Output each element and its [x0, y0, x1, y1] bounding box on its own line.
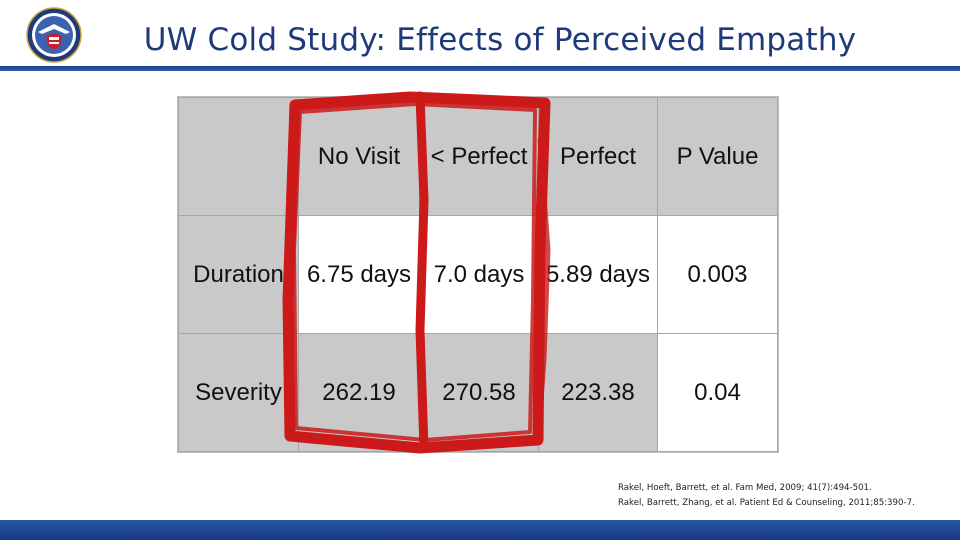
footer-bar: [0, 520, 960, 540]
table-cell: 0.003: [657, 215, 778, 334]
reference-line: Rakel, Hoeft, Barrett, et al. Fam Med, 2…: [618, 483, 872, 493]
department-seal-icon: [26, 7, 82, 63]
table-cell: 270.58: [419, 333, 539, 452]
table-header-cell: < Perfect: [419, 97, 539, 216]
table-header-cell: P Value: [657, 97, 778, 216]
row-label: Duration: [178, 215, 299, 334]
reference-line: Rakel, Barrett, Zhang, et al. Patient Ed…: [618, 498, 915, 508]
table-cell: 223.38: [538, 333, 658, 452]
table-row: Severity 262.19 270.58 223.38 0.04: [178, 333, 778, 452]
row-label: Severity: [178, 333, 299, 452]
slide-header: UW Cold Study: Effects of Perceived Empa…: [0, 0, 960, 71]
table-cell: 6.75 days: [298, 215, 420, 334]
header-rule: [0, 66, 960, 71]
table-cell: 5.89 days: [538, 215, 658, 334]
table-header-cell: No Visit: [298, 97, 420, 216]
table-row: Duration 6.75 days 7.0 days 5.89 days 0.…: [178, 215, 778, 334]
table-cell: 7.0 days: [419, 215, 539, 334]
references: Rakel, Hoeft, Barrett, et al. Fam Med, 2…: [618, 481, 915, 511]
slide-title: UW Cold Study: Effects of Perceived Empa…: [143, 22, 857, 58]
results-table: No Visit < Perfect Perfect P Value Durat…: [178, 97, 778, 452]
table-cell: 0.04: [657, 333, 778, 452]
table-header-row: No Visit < Perfect Perfect P Value: [178, 97, 778, 216]
table-header-cell: [178, 97, 299, 216]
table-header-cell: Perfect: [538, 97, 658, 216]
table-cell: 262.19: [298, 333, 420, 452]
